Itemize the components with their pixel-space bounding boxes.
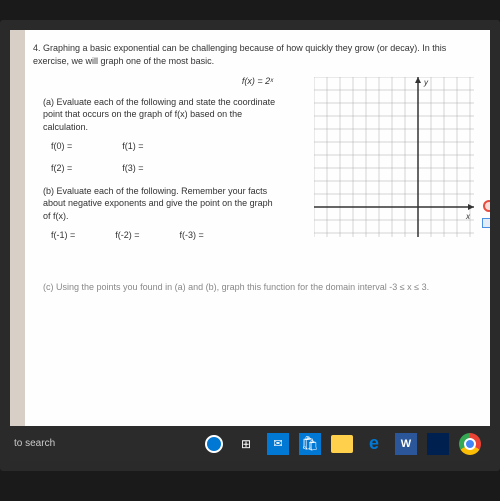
part-c-text: Using the points you found in (a) and (b… — [56, 282, 429, 292]
part-a-items: f(0) = f(2) = f(1) = f(3) = — [51, 140, 280, 175]
eval-item: f(0) = — [51, 140, 72, 153]
part-b-text: Evaluate each of the following. Remember… — [43, 186, 273, 221]
dynamics-button[interactable] — [424, 430, 452, 458]
explorer-button[interactable] — [328, 430, 356, 458]
eval-item: f(1) = — [122, 140, 143, 153]
screen-area: 4. Graphing a basic exponential can be c… — [0, 20, 500, 471]
edge-button[interactable]: e — [360, 430, 388, 458]
part-a-text: Evaluate each of the following and state… — [43, 97, 275, 132]
eval-item: f(2) = — [51, 162, 72, 175]
store-icon: 🛍 — [299, 433, 321, 455]
part-a-label: (a) — [43, 97, 54, 107]
part-b-label: (b) — [43, 186, 54, 196]
graph-grid: y x — [314, 77, 474, 237]
store-button[interactable]: 🛍 — [296, 430, 324, 458]
problem-intro: 4. Graphing a basic exponential can be c… — [33, 42, 482, 67]
chrome-icon — [459, 433, 481, 455]
part-c: (c) Using the points you found in (a) an… — [43, 281, 482, 294]
problem-number: 4. — [33, 43, 41, 53]
search-text[interactable]: to search — [14, 438, 55, 449]
chrome-button[interactable] — [456, 430, 484, 458]
word-icon: W — [395, 433, 417, 455]
selection-handle[interactable] — [482, 218, 496, 228]
problem-intro-text: Graphing a basic exponential can be chal… — [33, 43, 446, 66]
graph-container: y x — [314, 77, 474, 237]
cortana-icon — [205, 435, 223, 453]
eval-item: f(-2) = — [115, 229, 139, 242]
part-c-label: (c) — [43, 282, 54, 292]
folder-icon — [331, 435, 353, 453]
taskbar: to search ⊞ ✉ 🛍 e W — [10, 426, 490, 461]
mail-button[interactable]: ✉ — [264, 430, 292, 458]
cortana-button[interactable] — [200, 430, 228, 458]
mail-icon: ✉ — [267, 433, 289, 455]
document-area: 4. Graphing a basic exponential can be c… — [25, 30, 490, 426]
part-a: (a) Evaluate each of the following and s… — [43, 96, 280, 134]
eval-item: f(-3) = — [180, 229, 204, 242]
annotation-marker[interactable] — [483, 200, 495, 212]
eval-item: f(-1) = — [51, 229, 75, 242]
y-label: y — [423, 78, 429, 87]
part-b-items: f(-1) = f(-2) = f(-3) = — [51, 229, 280, 242]
eval-item: f(3) = — [122, 162, 143, 175]
part-b: (b) Evaluate each of the following. Reme… — [43, 185, 280, 223]
word-button[interactable]: W — [392, 430, 420, 458]
dynamics-icon — [427, 433, 449, 455]
task-view-button[interactable]: ⊞ — [232, 430, 260, 458]
